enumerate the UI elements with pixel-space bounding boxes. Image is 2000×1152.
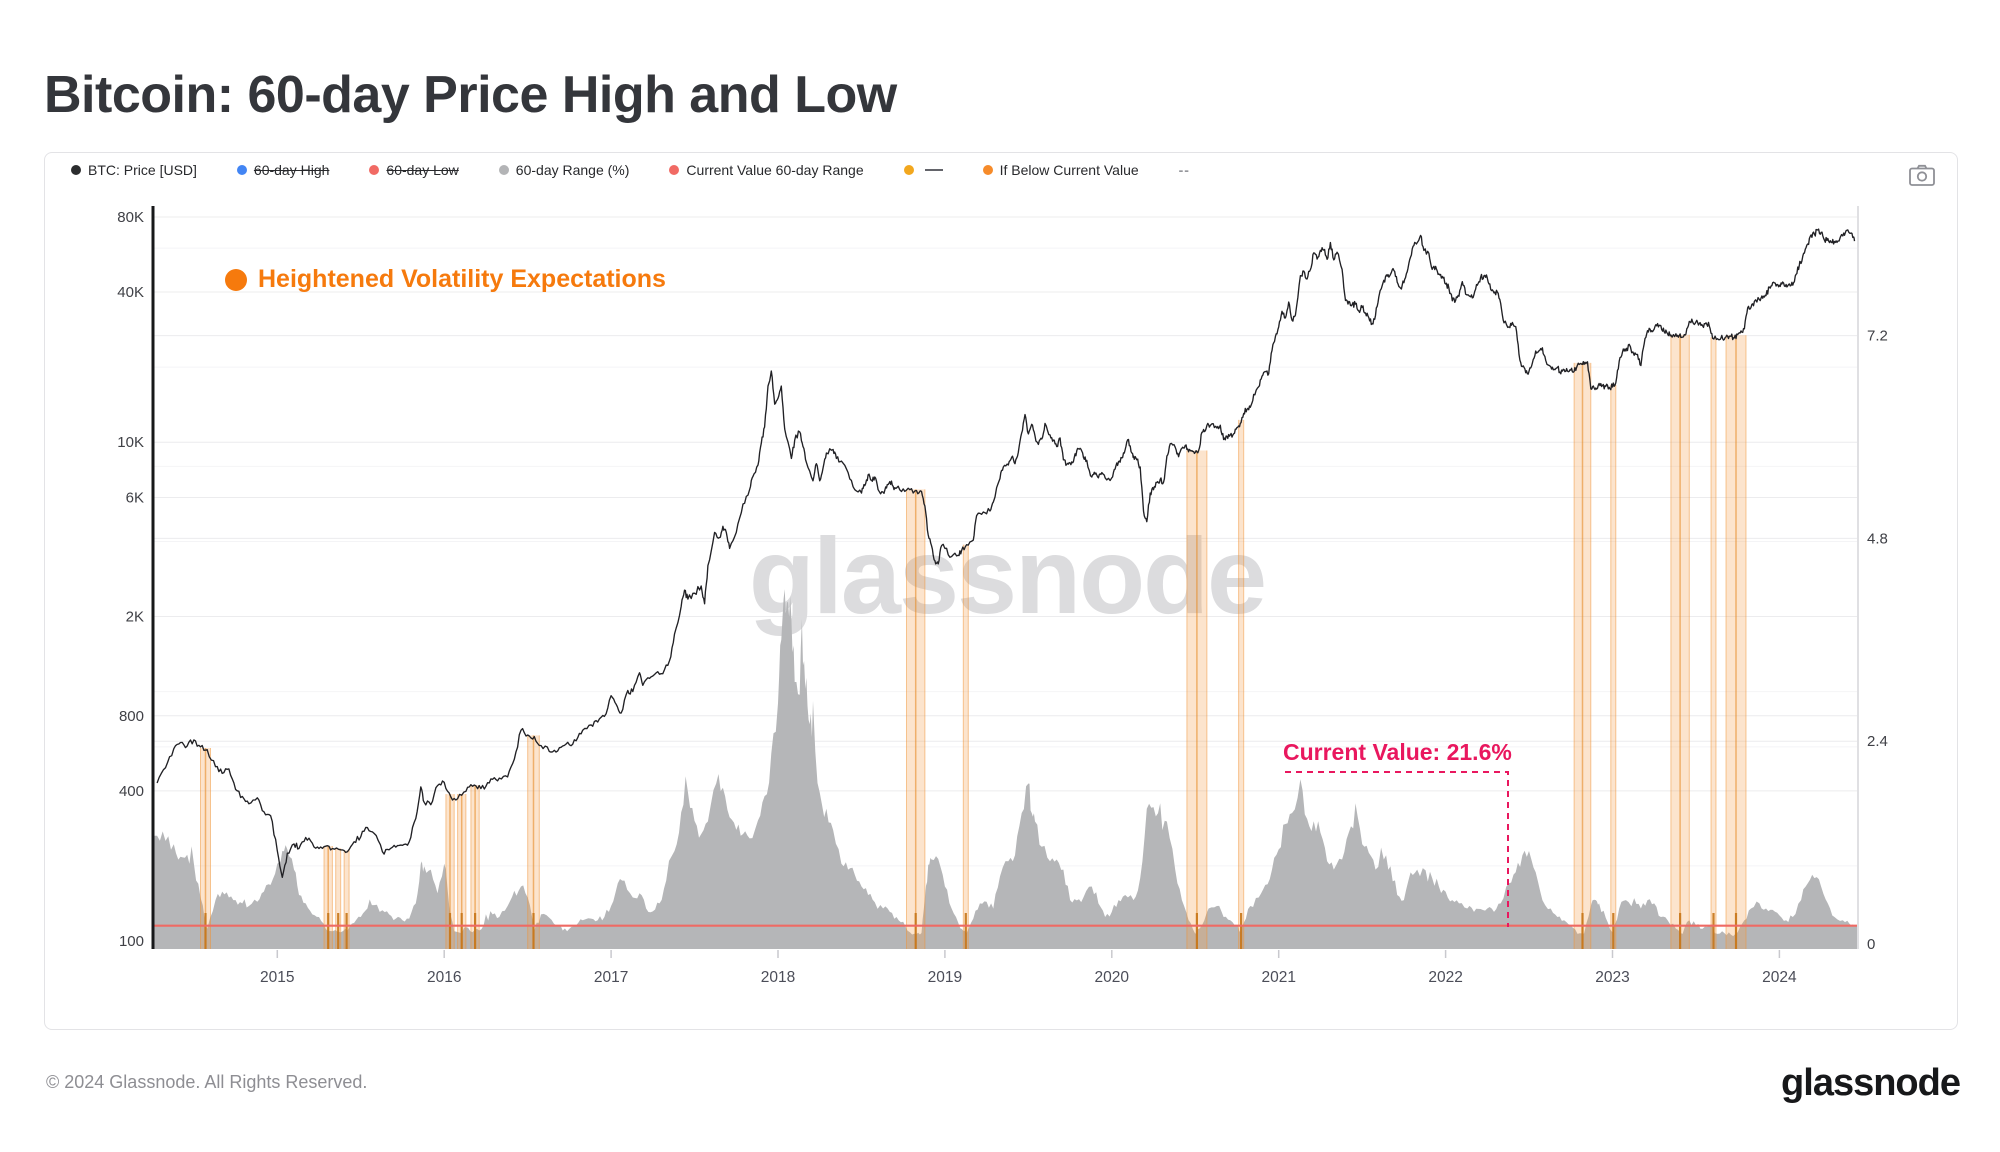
volatility-annotation: Heightened Volatility Expectations [225, 265, 666, 294]
highlight-bands [200, 334, 1747, 949]
y-axis-left-label: 10K [117, 434, 144, 451]
x-axis-label: 2015 [260, 969, 294, 986]
legend-dot-icon [982, 165, 993, 175]
x-axis-label: 2019 [928, 969, 962, 986]
legend-label: -- [1178, 162, 1190, 178]
screenshot-button[interactable] [1907, 163, 1937, 189]
legend-dot-icon [236, 165, 247, 175]
btc-price-series [156, 228, 1856, 878]
watermark: glassnode [749, 515, 1265, 636]
legend-label: 60-day Range (%) [515, 162, 630, 178]
legend-dot-icon [903, 165, 914, 175]
gridlines [153, 216, 1857, 945]
chart-legend: BTC: Price [USD] 60-day High 60-day Low 60-… [71, 162, 1190, 178]
legend-dash-icon [924, 169, 943, 171]
highlight-band [1711, 337, 1716, 949]
x-axis-label: 2024 [1762, 969, 1797, 986]
x-axis-label: 2023 [1595, 969, 1629, 986]
y-axis-left-label: 6K [126, 490, 144, 507]
legend-label: If Below Current Value [999, 162, 1139, 178]
legend-dot-icon [669, 165, 680, 175]
legend-label: Current Value 60-day Range [686, 162, 864, 178]
x-axis-label: 2022 [1428, 969, 1462, 986]
x-axis-label: 2018 [761, 969, 795, 986]
y-axis-right-label: 2.4 [1867, 733, 1888, 750]
legend-item-btc-price-usd[interactable]: BTC: Price [USD] [71, 162, 197, 178]
orange-dot-icon [225, 268, 247, 291]
y-axis-left-label: 100 [119, 933, 144, 950]
volatility-annotation-label: Heightened Volatility Expectations [258, 265, 666, 293]
camera-icon [1909, 164, 1935, 189]
copyright-text: © 2024 Glassnode. All Rights Reserved. [46, 1072, 368, 1092]
highlight-band [1610, 384, 1616, 949]
legend-dot-icon [369, 165, 380, 175]
highlight-band [335, 848, 341, 949]
legend-item-60-day-high[interactable]: 60-day High [236, 162, 330, 178]
x-axis-label: 2021 [1261, 969, 1295, 986]
x-axis-label: 2016 [427, 969, 461, 986]
highlight-band [963, 544, 969, 949]
x-axis-label: 2020 [1095, 969, 1130, 986]
range-area-series [153, 589, 1857, 949]
y-axis-right-label: 7.2 [1867, 328, 1888, 345]
highlight-band [344, 850, 350, 949]
legend-dot-icon [498, 165, 509, 175]
legend-item-60-day-low[interactable]: 60-day Low [369, 162, 459, 178]
y-axis-left-label: 400 [119, 783, 144, 800]
legend-label: 60-day Low [386, 162, 459, 178]
y-axis-left-label: 800 [119, 708, 144, 725]
x-axis-label: 2017 [594, 969, 628, 986]
y-axis-right-label: 4.8 [1867, 530, 1888, 547]
legend-item-60-day-range[interactable]: 60-day Range (%) [498, 162, 630, 178]
current-value-pointer-line [1285, 771, 1509, 927]
legend-label: BTC: Price [USD] [88, 162, 197, 178]
chart-card: BTC: Price [USD] 60-day High 60-day Low 60-… [44, 152, 1958, 1030]
left-axis-line [151, 206, 155, 949]
y-axis-left-label: 40K [117, 284, 144, 301]
page-title: Bitcoin: 60-day Price High and Low [44, 65, 897, 124]
y-axis-left-label: 80K [117, 209, 144, 226]
legend-item-if-below-current-value[interactable]: If Below Current Value [982, 162, 1139, 178]
chart-canvas: glassnode 80K 40K 10K 6K 2K 800 400 100 7.2 4.8 2.4… [117, 206, 1888, 986]
legend-dot-icon [71, 165, 81, 175]
legend-item-current-value-60-day-range[interactable]: Current Value 60-day Range [669, 162, 864, 178]
legend-label: 60-day High [253, 162, 330, 178]
current-value-label: Current Value: 21.6% [1283, 739, 1512, 765]
glassnode-logo: glassnode [1781, 1062, 1961, 1104]
legend-item-marker-5[interactable] [903, 165, 943, 175]
current-value-annotation: Current Value: 21.6% [1283, 739, 1512, 766]
y-axis-right-label: 0 [1867, 936, 1875, 953]
legend-item-[interactable]: -- [1179, 162, 1190, 178]
y-axis-left-label: 2K [126, 609, 144, 626]
highlight-band [1238, 419, 1244, 949]
